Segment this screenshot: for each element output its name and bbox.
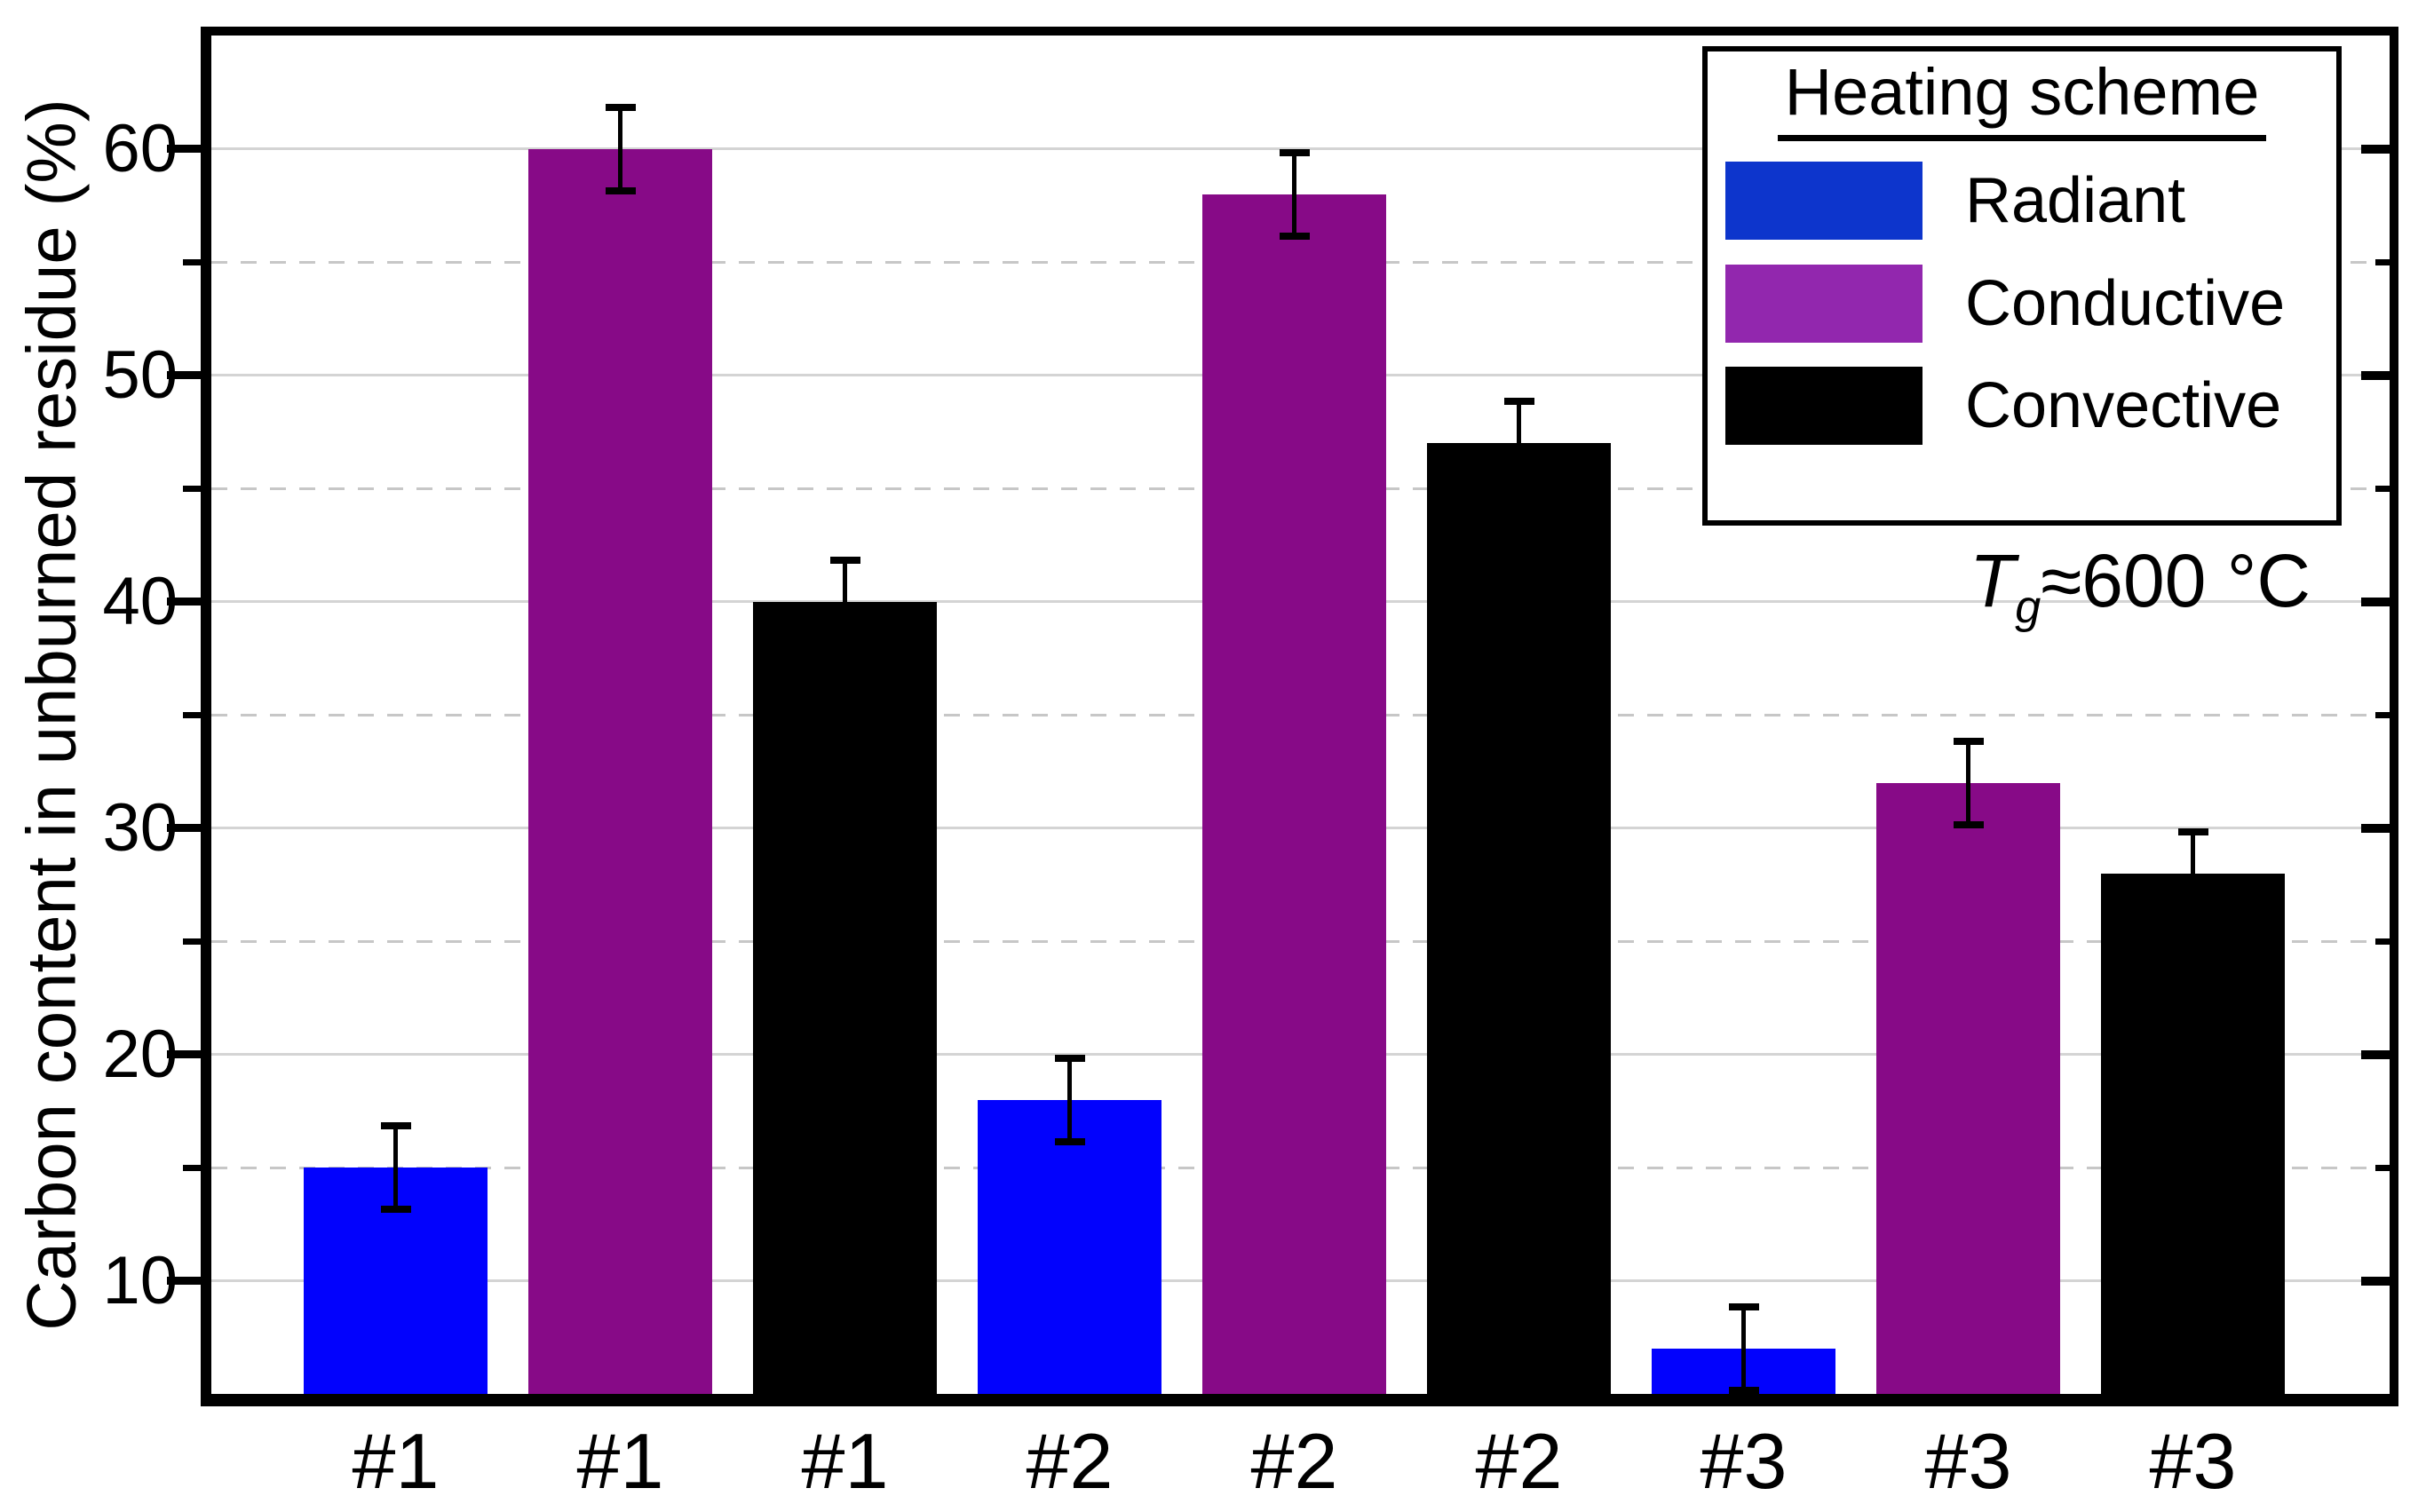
legend-swatch-radiant: [1725, 162, 1923, 240]
y-tick-major-right: [2361, 823, 2390, 833]
error-bar-cap-bottom: [1503, 481, 1534, 488]
y-tick-minor-left: [183, 938, 201, 945]
bar-convective-2: [1427, 443, 1611, 1394]
error-bar-cap-top: [829, 556, 860, 564]
y-tick-minor-right: [2375, 485, 2390, 492]
error-bar-cap-bottom: [1054, 1137, 1085, 1145]
y-tick-minor-left: [183, 258, 201, 265]
y-tick-major-left: [167, 598, 201, 606]
error-bar-cap-top: [1503, 398, 1534, 405]
bar-conductive-1: [528, 148, 712, 1394]
legend-label-convective: Convective: [1965, 370, 2282, 441]
legend-swatch-convective: [1725, 367, 1923, 445]
error-bar-cap-bottom: [1728, 1387, 1759, 1394]
error-bar-cap-top: [1054, 1054, 1085, 1062]
annotation-tg: Tg≈600 °C: [1969, 538, 2311, 630]
y-tick-label: 30: [102, 789, 178, 866]
y-tick-major-left: [167, 1277, 201, 1285]
y-tick-minor-right: [2375, 258, 2390, 265]
error-bar-cap-top: [1279, 148, 1310, 156]
y-tick-minor-right: [2375, 711, 2390, 718]
y-tick-major-right: [2361, 370, 2390, 380]
error-bar-stem: [1067, 1054, 1072, 1145]
x-tick-label: #3: [1924, 1417, 2012, 1505]
y-tick-major-right: [2361, 597, 2390, 606]
error-bar-stem: [1517, 398, 1521, 488]
y-tick-major-left: [167, 1050, 201, 1058]
y-tick-major-left: [167, 145, 201, 153]
legend-swatch-conductive: [1725, 264, 1923, 343]
y-tick-minor-right: [2375, 1164, 2390, 1171]
error-bar: [1728, 1303, 1759, 1394]
x-tick-label: #3: [2149, 1417, 2237, 1505]
y-axis-title-text: Carbon content in unburned residue (%): [12, 99, 91, 1331]
x-tick-label: #2: [1475, 1417, 1563, 1505]
x-tick-label: #1: [576, 1417, 664, 1505]
legend-title: Heating scheme: [1708, 57, 2336, 141]
y-tick-label: 20: [102, 1016, 178, 1092]
error-bar-cap-top: [380, 1122, 411, 1129]
annotation-subscript: g: [2015, 581, 2041, 633]
y-tick-label: 60: [102, 110, 178, 186]
error-bar: [380, 1122, 411, 1213]
legend-box: Heating scheme Radiant Conductive Convecti…: [1702, 46, 2342, 526]
error-bar-stem: [393, 1122, 398, 1213]
error-bar: [1054, 1054, 1085, 1145]
error-bar-cap-top: [1953, 737, 1984, 745]
x-tick-label: #1: [352, 1417, 440, 1505]
error-bar-cap-bottom: [1953, 820, 1984, 828]
legend-label-radiant: Radiant: [1965, 165, 2186, 236]
y-tick-major-right: [2361, 1276, 2390, 1286]
y-tick-minor-left: [183, 711, 201, 718]
annotation-symbol: T: [1969, 539, 2016, 622]
y-tick-major-left: [167, 371, 201, 379]
error-bar-stem: [843, 556, 847, 647]
x-tick-label: #3: [1700, 1417, 1788, 1505]
error-bar-stem: [1741, 1303, 1746, 1394]
error-bar-cap-top: [2177, 827, 2208, 835]
y-tick-label: 40: [102, 563, 178, 639]
x-tick-label: #1: [801, 1417, 889, 1505]
bar-conductive-3: [1876, 782, 2060, 1394]
error-bar-cap-bottom: [1279, 232, 1310, 240]
x-tick-label: #2: [1250, 1417, 1338, 1505]
bar-conductive-2: [1202, 194, 1386, 1394]
error-bar-stem: [1292, 148, 1296, 240]
y-tick-minor-left: [183, 485, 201, 492]
error-bar-stem: [618, 103, 622, 194]
bar-convective-1: [753, 601, 937, 1394]
error-bar-stem: [2191, 827, 2195, 919]
error-bar: [1503, 398, 1534, 488]
x-tick-label: #2: [1026, 1417, 1114, 1505]
y-tick-major-right: [2361, 1049, 2390, 1059]
error-bar-cap-bottom: [380, 1206, 411, 1213]
bar-convective-3: [2101, 873, 2285, 1394]
error-bar: [1279, 148, 1310, 240]
annotation-text: ≈600 °C: [2041, 539, 2311, 622]
error-bar: [2177, 827, 2208, 919]
error-bar-cap-bottom: [605, 186, 636, 194]
y-tick-minor-left: [183, 1164, 201, 1171]
error-bar-cap-bottom: [829, 639, 860, 647]
y-tick-major-left: [167, 824, 201, 832]
error-bar: [605, 103, 636, 194]
y-tick-minor-right: [2375, 938, 2390, 945]
y-tick-label: 50: [102, 336, 178, 413]
error-bar-cap-bottom: [2177, 911, 2208, 919]
y-tick-major-right: [2361, 144, 2390, 154]
legend-label-conductive: Conductive: [1965, 267, 2286, 339]
bar-radiant-2: [978, 1099, 1161, 1394]
error-bar: [1953, 737, 1984, 828]
legend-title-text: Heating scheme: [1777, 57, 2267, 141]
y-tick-label: 10: [102, 1242, 178, 1318]
error-bar-cap-top: [1728, 1303, 1759, 1310]
error-bar-stem: [1966, 737, 1970, 828]
error-bar-cap-top: [605, 103, 636, 111]
error-bar: [829, 556, 860, 647]
